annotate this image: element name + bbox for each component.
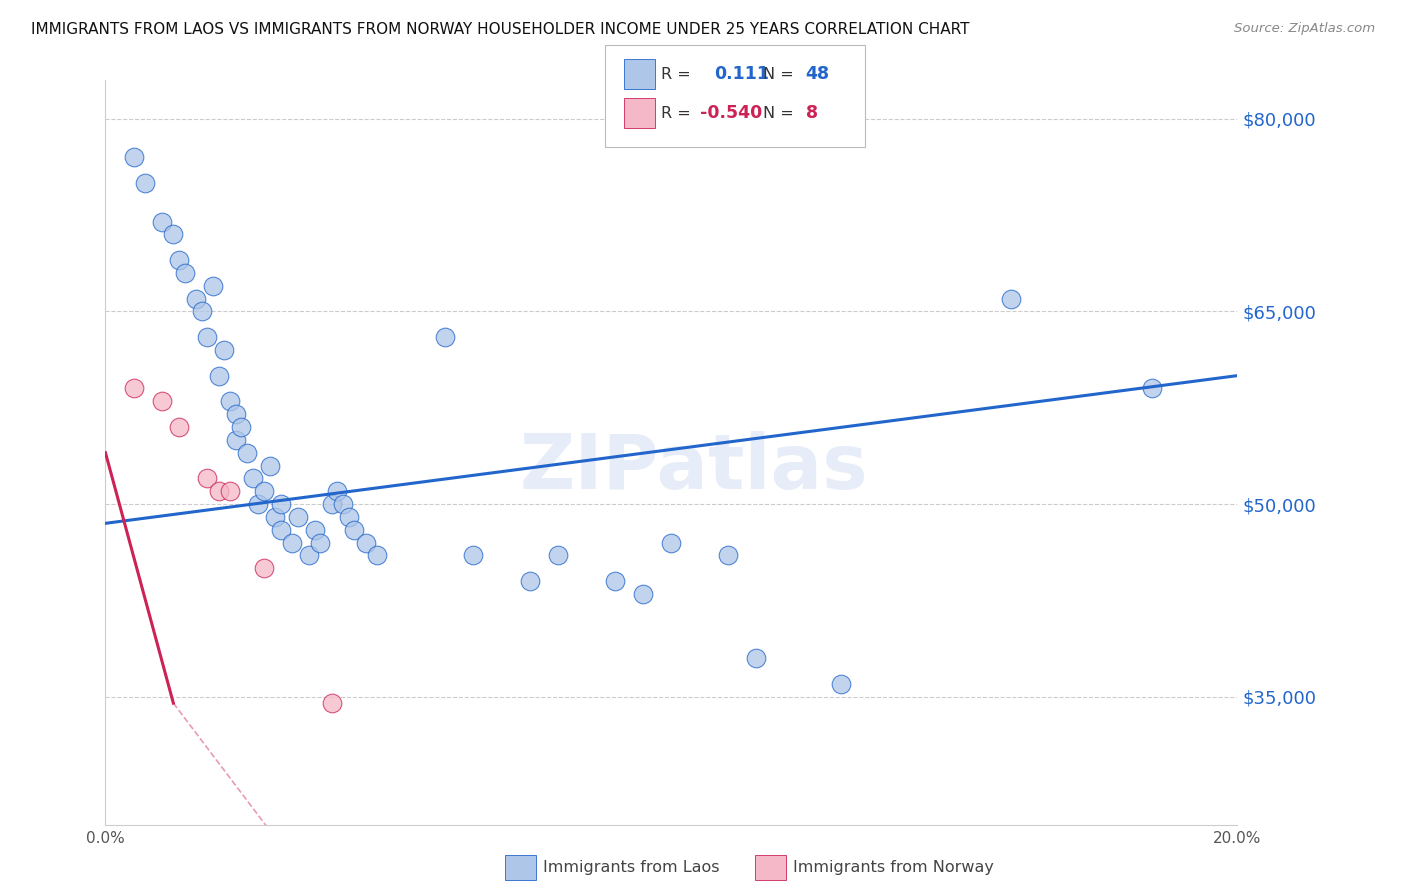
Point — [122, 150, 145, 164]
Point — [134, 176, 156, 190]
Point — [167, 420, 190, 434]
Point — [150, 394, 173, 409]
Point — [547, 549, 569, 563]
Point — [830, 677, 852, 691]
Point — [225, 433, 247, 447]
Point — [122, 382, 145, 396]
Point — [287, 509, 309, 524]
Point — [321, 696, 343, 710]
Point — [366, 549, 388, 563]
Point — [661, 535, 683, 549]
Text: Source: ZipAtlas.com: Source: ZipAtlas.com — [1234, 22, 1375, 36]
Point — [219, 394, 242, 409]
Point — [247, 497, 270, 511]
Text: R =: R = — [661, 67, 690, 81]
Text: Immigrants from Laos: Immigrants from Laos — [543, 860, 720, 874]
Point — [208, 484, 231, 499]
Point — [173, 266, 195, 280]
Point — [264, 509, 287, 524]
Point — [270, 523, 292, 537]
Point — [321, 497, 343, 511]
Point — [309, 535, 332, 549]
Point — [225, 407, 247, 421]
Point — [745, 651, 768, 665]
Point — [1142, 382, 1164, 396]
Point — [270, 497, 292, 511]
Point — [631, 587, 654, 601]
Point — [519, 574, 541, 588]
Point — [190, 304, 212, 318]
Text: 8: 8 — [806, 104, 818, 122]
Point — [326, 484, 349, 499]
Point — [298, 549, 321, 563]
Point — [463, 549, 485, 563]
Point — [208, 368, 231, 383]
Point — [433, 330, 456, 344]
Point — [231, 420, 253, 434]
Point — [332, 497, 354, 511]
Text: Immigrants from Norway: Immigrants from Norway — [793, 860, 994, 874]
Point — [259, 458, 281, 473]
Point — [195, 330, 218, 344]
Point — [304, 523, 326, 537]
Text: 48: 48 — [806, 65, 830, 83]
Point — [150, 214, 173, 228]
Point — [253, 561, 276, 575]
Point — [184, 292, 207, 306]
Point — [354, 535, 377, 549]
Point — [214, 343, 236, 357]
Point — [167, 253, 190, 268]
Point — [281, 535, 304, 549]
Text: IMMIGRANTS FROM LAOS VS IMMIGRANTS FROM NORWAY HOUSEHOLDER INCOME UNDER 25 YEARS: IMMIGRANTS FROM LAOS VS IMMIGRANTS FROM … — [31, 22, 969, 37]
Point — [236, 446, 259, 460]
Point — [337, 509, 360, 524]
Point — [195, 471, 218, 485]
Text: N =: N = — [763, 106, 794, 120]
Text: -0.540: -0.540 — [700, 104, 762, 122]
Text: 0.111: 0.111 — [714, 65, 769, 83]
Point — [603, 574, 626, 588]
Text: N =: N = — [763, 67, 794, 81]
Point — [1000, 292, 1022, 306]
Point — [201, 278, 224, 293]
Point — [162, 227, 184, 242]
Point — [242, 471, 264, 485]
Text: ZIPatlas: ZIPatlas — [520, 431, 869, 505]
Point — [717, 549, 740, 563]
Point — [253, 484, 276, 499]
Text: R =: R = — [661, 106, 690, 120]
Point — [219, 484, 242, 499]
Point — [343, 523, 366, 537]
